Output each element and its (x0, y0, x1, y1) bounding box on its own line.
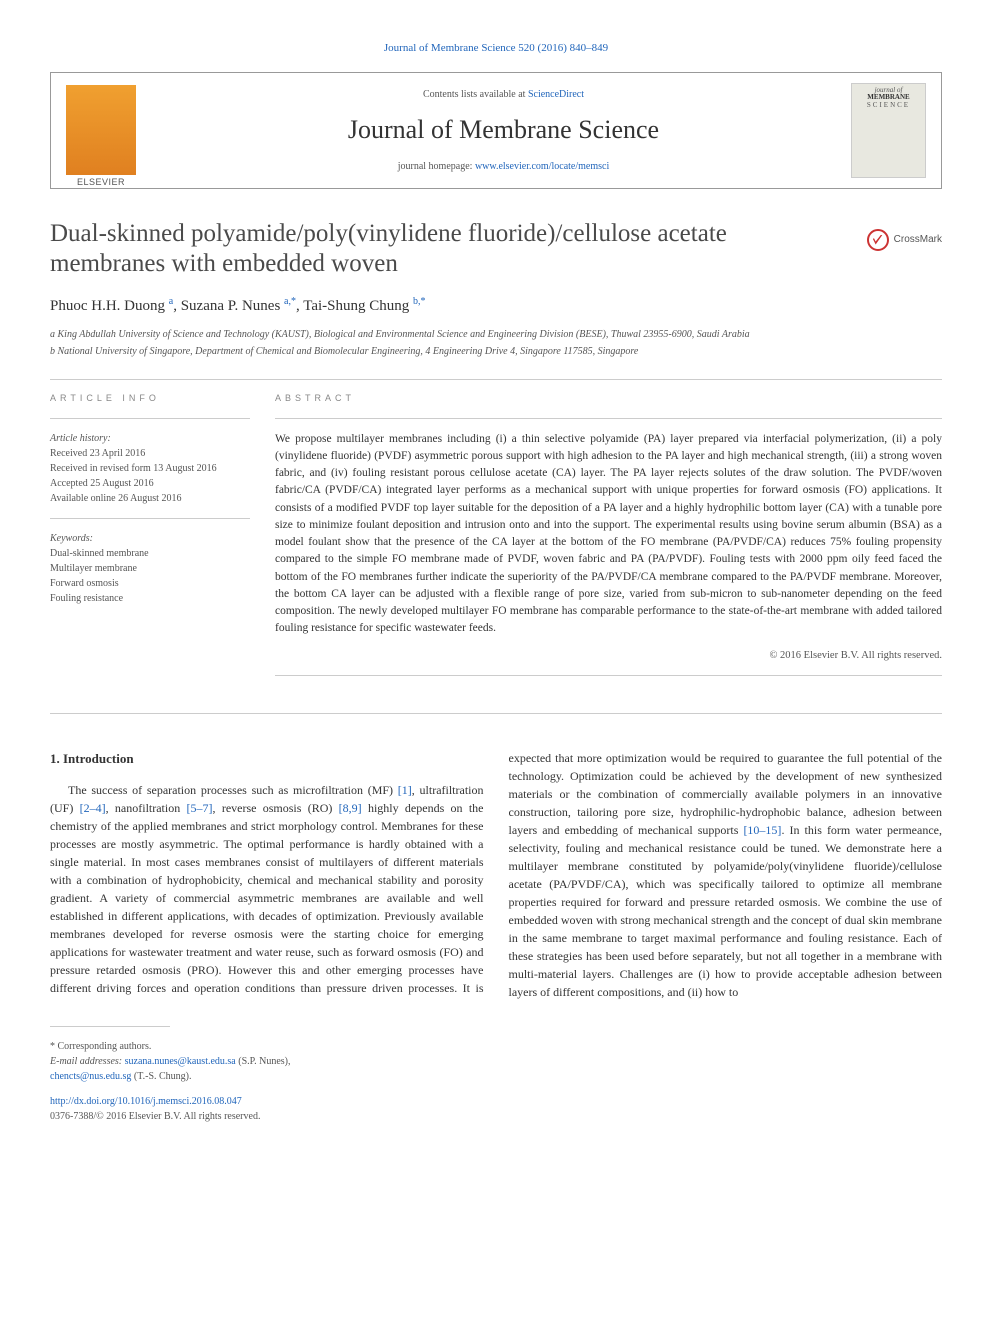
body-text: The success of separation processes such… (68, 783, 398, 797)
elsevier-logo (66, 85, 136, 175)
sciencedirect-link[interactable]: ScienceDirect (528, 89, 584, 100)
email-line: E-mail addresses: suzana.nunes@kaust.edu… (50, 1054, 942, 1084)
journal-title: Journal of Membrane Science (156, 110, 851, 149)
keyword: Multilayer membrane (50, 561, 250, 576)
reference-link[interactable]: [2–4] (80, 801, 106, 815)
info-abstract-row: ARTICLE INFO Article history: Received 2… (50, 392, 942, 688)
keyword: Forward osmosis (50, 576, 250, 591)
history-item: Received 23 April 2016 (50, 446, 250, 461)
authors: Phuoc H.H. Duong a, Suzana P. Nunes a,*,… (50, 294, 942, 318)
history-item: Available online 26 August 2016 (50, 491, 250, 506)
divider (275, 675, 942, 676)
masthead-center: Contents lists available at ScienceDirec… (156, 87, 851, 174)
article-info-column: ARTICLE INFO Article history: Received 2… (50, 392, 250, 688)
email-link[interactable]: chencts@nus.edu.sg (50, 1071, 131, 1082)
footnote-rule (50, 1026, 170, 1027)
cover-line3: SCIENCE (855, 102, 922, 110)
article-history: Article history: Received 23 April 2016 … (50, 431, 250, 506)
keywords-block: Keywords: Dual-skinned membrane Multilay… (50, 531, 250, 606)
article-header: Dual-skinned polyamide/poly(vinylidene f… (50, 219, 942, 360)
reference-link[interactable]: [5–7] (187, 801, 213, 815)
divider (50, 418, 250, 419)
reference-link[interactable]: [1] (398, 783, 412, 797)
contents-line: Contents lists available at ScienceDirec… (156, 87, 851, 102)
affiliation-a: a King Abdullah University of Science an… (50, 327, 942, 342)
homepage-line: journal homepage: www.elsevier.com/locat… (156, 159, 851, 174)
footer-block: * Corresponding authors. E-mail addresse… (50, 1026, 942, 1124)
history-heading: Article history: (50, 431, 250, 446)
affiliation-b: b National University of Singapore, Depa… (50, 344, 942, 359)
body-text: . In this form water permeance, selectiv… (509, 823, 943, 999)
article-info-label: ARTICLE INFO (50, 392, 250, 406)
homepage-prefix: journal homepage: (398, 161, 475, 172)
email-link[interactable]: suzana.nunes@kaust.edu.sa (125, 1056, 236, 1067)
history-item: Accepted 25 August 2016 (50, 476, 250, 491)
email-label: E-mail addresses: (50, 1056, 125, 1067)
email-name: (T.-S. Chung). (131, 1071, 191, 1082)
article-title: Dual-skinned polyamide/poly(vinylidene f… (50, 219, 942, 279)
citation-link[interactable]: Journal of Membrane Science (384, 42, 516, 54)
intro-paragraph: The success of separation processes such… (50, 749, 942, 1001)
affiliations: a King Abdullah University of Science an… (50, 327, 942, 359)
header-citation: Journal of Membrane Science 520 (2016) 8… (50, 40, 942, 57)
body-text: , reverse osmosis (RO) (213, 801, 339, 815)
journal-cover-thumbnail: journal of MEMBRANE SCIENCE (851, 83, 926, 178)
crossmark-icon (867, 229, 889, 251)
corresponding-note: * Corresponding authors. (50, 1039, 942, 1054)
body-columns: 1. Introduction The success of separatio… (50, 749, 942, 1001)
divider (275, 418, 942, 419)
crossmark-badge[interactable]: CrossMark (867, 229, 942, 251)
section-heading: 1. Introduction (50, 749, 484, 769)
citation-volpages: 520 (2016) 840–849 (518, 42, 608, 54)
reference-link[interactable]: [10–15] (743, 823, 781, 837)
issn-copyright: 0376-7388/© 2016 Elsevier B.V. All right… (50, 1111, 260, 1122)
abstract-text: We propose multilayer membranes includin… (275, 431, 942, 638)
email-name: (S.P. Nunes), (236, 1056, 291, 1067)
homepage-link[interactable]: www.elsevier.com/locate/memsci (475, 161, 609, 172)
keywords-heading: Keywords: (50, 531, 250, 546)
reference-link[interactable]: [8,9] (339, 801, 362, 815)
divider (50, 518, 250, 519)
keyword: Fouling resistance (50, 591, 250, 606)
masthead: Contents lists available at ScienceDirec… (50, 72, 942, 189)
doi-line: http://dx.doi.org/10.1016/j.memsci.2016.… (50, 1094, 942, 1124)
abstract-label: ABSTRACT (275, 392, 942, 406)
divider (50, 379, 942, 380)
body-text: highly depends on the chemistry of the a… (50, 801, 484, 977)
body-text: , nanofiltration (106, 801, 187, 815)
abstract-column: ABSTRACT We propose multilayer membranes… (275, 392, 942, 688)
keyword: Dual-skinned membrane (50, 546, 250, 561)
doi-link[interactable]: http://dx.doi.org/10.1016/j.memsci.2016.… (50, 1096, 242, 1107)
contents-prefix: Contents lists available at (423, 89, 528, 100)
crossmark-label: CrossMark (894, 232, 942, 247)
introduction-section: 1. Introduction The success of separatio… (50, 749, 942, 1001)
divider (50, 713, 942, 714)
history-item: Received in revised form 13 August 2016 (50, 461, 250, 476)
abstract-copyright: © 2016 Elsevier B.V. All rights reserved… (275, 648, 942, 664)
